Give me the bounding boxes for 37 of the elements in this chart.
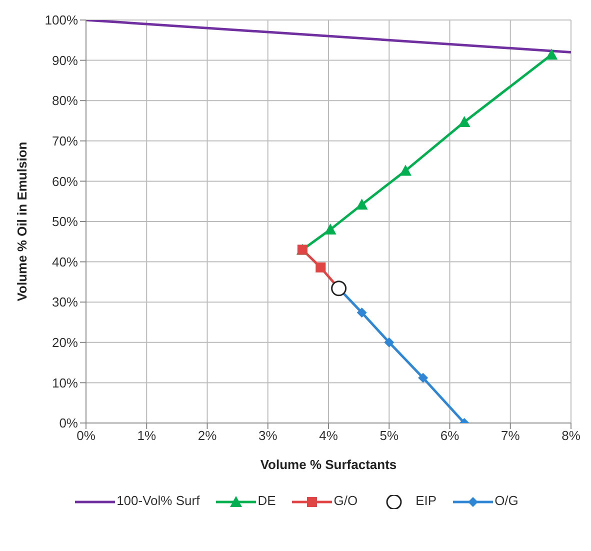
y-tick-label: 70%: [52, 134, 78, 149]
legend-label: O/G: [494, 493, 518, 509]
point: [458, 116, 470, 127]
point: [399, 164, 412, 176]
y-tick-label: 40%: [52, 254, 78, 270]
y-tick-label: 30%: [52, 294, 78, 310]
x-tick-label: 3%: [258, 428, 278, 444]
y-tick-label: 10%: [52, 375, 78, 390]
legend-label: DE: [256, 493, 276, 509]
point: [356, 308, 367, 318]
x-tick-label: 1%: [137, 428, 156, 444]
x-tick-label: 5%: [380, 428, 399, 444]
x-tick-label: 6%: [440, 428, 460, 444]
legend-label: 100-Vol% Surf: [116, 493, 200, 509]
y-axis-title: Volume % Oil in Emulsion: [14, 142, 30, 302]
x-tick-label: 7%: [500, 428, 520, 444]
point: [324, 224, 336, 235]
legend-label: EIP: [414, 493, 437, 509]
point: [356, 198, 368, 210]
y-tick-label: 0%: [59, 416, 78, 431]
point: [418, 372, 428, 383]
point: [331, 280, 347, 296]
y-tick-label: 50%: [52, 214, 78, 230]
point: [546, 48, 558, 60]
y-tick-label: 20%: [52, 335, 78, 350]
y-tick-label: 100%: [44, 12, 78, 28]
point: [384, 337, 394, 348]
legend-label: G/O: [332, 493, 358, 509]
y-tick-label: 90%: [52, 52, 78, 68]
x-tick-label: 0%: [76, 428, 96, 444]
x-axis-title: Volume % Surfactants: [260, 457, 397, 472]
x-tick-label: 8%: [562, 428, 581, 444]
y-tick-label: 80%: [52, 93, 78, 108]
x-tick-label: 2%: [198, 428, 218, 444]
point: [316, 262, 326, 272]
y-tick-label: 60%: [52, 174, 78, 189]
x-tick-label: 4%: [319, 428, 338, 444]
